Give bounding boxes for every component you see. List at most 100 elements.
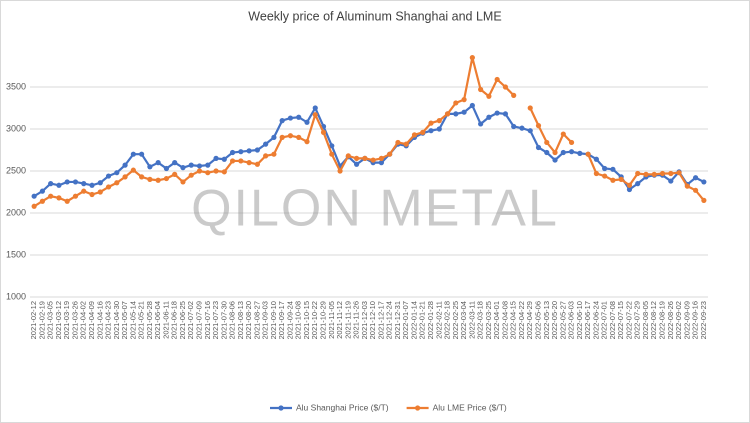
x-tick-label: 2021-10-22 <box>310 301 319 339</box>
data-point <box>560 149 566 156</box>
data-point <box>420 129 426 135</box>
data-point <box>461 109 467 115</box>
data-point <box>213 155 219 161</box>
data-point <box>453 111 459 117</box>
x-tick-label: 2022-06-17 <box>583 301 592 339</box>
data-point <box>155 177 161 183</box>
x-tick-label: 2022-06-24 <box>591 301 600 339</box>
data-point <box>196 168 203 174</box>
x-tick-label: 2021-06-18 <box>170 301 179 339</box>
data-point <box>196 163 203 169</box>
x-tick-label: 2021-11-12 <box>335 301 344 339</box>
data-point <box>188 162 194 168</box>
x-tick-label: 2022-01-14 <box>409 301 418 339</box>
data-point <box>287 115 294 121</box>
x-tick-label: 2021-04-23 <box>104 301 113 339</box>
data-point <box>163 165 170 172</box>
data-point <box>130 167 136 173</box>
data-point <box>692 175 699 181</box>
data-point <box>155 160 161 166</box>
series-line <box>33 103 705 198</box>
data-point <box>31 203 37 209</box>
legend-label: Alu LME Price ($/T) <box>433 402 507 412</box>
data-point <box>387 151 393 157</box>
x-tick-label: 2021-09-24 <box>285 301 294 339</box>
x-tick-label: 2022-03-11 <box>467 301 476 339</box>
x-tick-label: 2021-11-19 <box>343 301 352 339</box>
x-tick-label: 2021-04-30 <box>112 301 121 339</box>
x-tick-label: 2022-07-01 <box>600 301 609 339</box>
x-tick-label: 2021-12-10 <box>368 301 377 339</box>
data-point <box>254 147 260 153</box>
data-point <box>593 170 599 177</box>
data-point <box>105 184 112 190</box>
data-point <box>163 175 170 182</box>
x-tick-label: 2021-11-05 <box>327 301 336 339</box>
data-point <box>271 134 277 140</box>
x-tick-label: 2022-03-18 <box>476 301 485 339</box>
data-point <box>221 169 227 175</box>
x-tick-label: 2022-05-13 <box>542 301 551 339</box>
data-point <box>180 179 186 185</box>
y-tick-label: 3000 <box>6 123 26 133</box>
data-point <box>668 178 674 184</box>
data-point <box>304 119 310 125</box>
x-tick-label: 2021-05-14 <box>128 301 137 339</box>
data-point <box>428 120 434 126</box>
x-tick-label: 2021-11-26 <box>352 301 361 339</box>
x-tick-label: 2022-04-01 <box>492 301 501 339</box>
x-tick-label: 2021-03-19 <box>62 301 71 339</box>
x-tick-label: 2021-09-17 <box>277 301 286 339</box>
x-tick-label: 2022-02-11 <box>434 301 443 339</box>
data-point <box>296 134 302 140</box>
data-point <box>626 186 633 193</box>
data-point <box>254 161 260 167</box>
data-point <box>618 176 624 182</box>
data-point <box>81 188 87 194</box>
x-tick-label: 2021-06-04 <box>153 301 162 339</box>
x-tick-label: 2022-06-03 <box>567 301 576 339</box>
x-tick-label: 2022-07-29 <box>633 301 642 339</box>
data-point <box>130 151 136 157</box>
data-point <box>304 139 310 145</box>
y-tick-label: 2000 <box>6 207 26 217</box>
data-point <box>147 164 153 170</box>
data-point <box>593 156 599 162</box>
data-point <box>544 139 550 146</box>
data-point <box>610 177 616 183</box>
data-point <box>659 170 666 177</box>
x-tick-label: 2021-04-09 <box>87 301 96 339</box>
x-tick-label: 2021-08-20 <box>244 301 253 339</box>
y-tick-label: 3500 <box>6 81 26 91</box>
data-point <box>544 149 550 156</box>
data-point <box>444 111 451 117</box>
x-tick-label: 2021-07-16 <box>203 301 212 339</box>
x-tick-label: 2021-05-21 <box>137 301 146 339</box>
data-point <box>585 151 591 157</box>
data-point <box>122 162 128 168</box>
x-tick-label: 2022-02-25 <box>451 301 460 339</box>
x-tick-label: 2022-03-04 <box>459 301 468 339</box>
watermark: QILON METAL <box>191 180 559 238</box>
data-point <box>486 93 492 99</box>
data-point <box>378 160 385 166</box>
x-tick-label: 2022-05-20 <box>550 301 559 339</box>
data-point <box>263 141 269 147</box>
data-point <box>320 129 327 135</box>
data-point <box>428 128 434 134</box>
data-point <box>602 173 608 179</box>
x-tick-label: 2021-10-08 <box>294 301 303 339</box>
legend-label: Alu Shanghai Price ($/T) <box>296 402 389 412</box>
x-tick-label: 2022-01-21 <box>418 301 427 339</box>
x-tick-label: 2021-12-17 <box>376 301 385 339</box>
data-point <box>279 118 285 124</box>
x-tick-label: 2021-03-05 <box>46 301 55 339</box>
data-point <box>48 181 54 187</box>
legend-marker <box>415 405 421 411</box>
data-point <box>692 187 699 193</box>
x-tick-label: 2022-09-02 <box>674 301 683 339</box>
x-tick-label: 2022-05-06 <box>533 301 542 339</box>
x-tick-label: 2021-05-07 <box>120 301 129 339</box>
data-point <box>370 157 376 163</box>
